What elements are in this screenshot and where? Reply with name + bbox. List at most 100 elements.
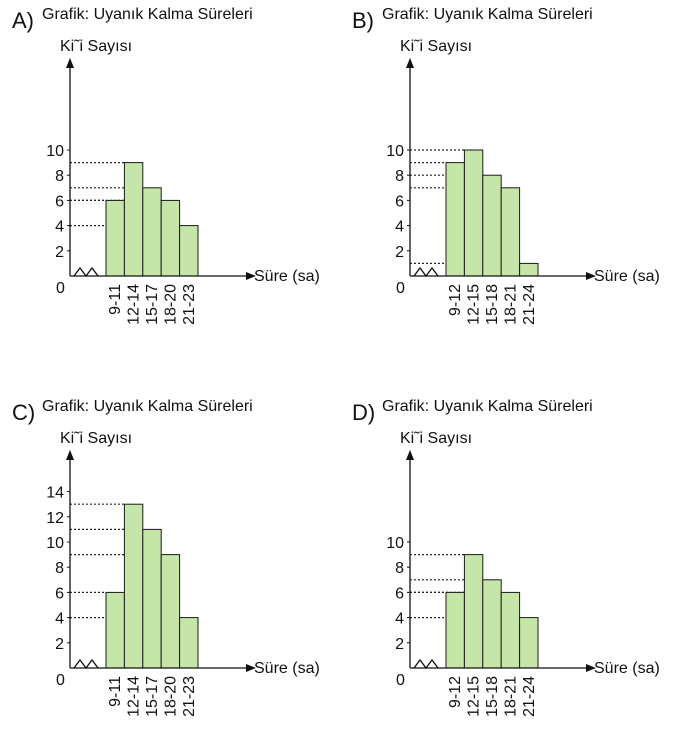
origin-label: 0: [56, 672, 65, 689]
bar: [519, 262, 539, 277]
y-tick-label: 6: [395, 585, 404, 602]
y-tick-label: 6: [395, 193, 404, 210]
bar: [445, 591, 465, 669]
axis-break: [413, 266, 439, 278]
y-tick-label: 4: [55, 219, 64, 236]
x-axis-arrow: [586, 664, 596, 672]
y-tick-label: 2: [395, 244, 404, 261]
chart-plot: 2 4 6 8 10 9-12 12-15 15-18 18-21 21-24: [386, 58, 596, 325]
x-tick-label: 15-17: [144, 676, 161, 717]
x-tick-label: 9-12: [447, 676, 464, 708]
chart-plot: 2 4 6 8 10 9-12 12-15 15-18 18-21 21-24: [386, 450, 596, 717]
bar: [445, 162, 465, 277]
option-label: A): [12, 8, 34, 33]
option-label: C): [12, 400, 36, 425]
bar: [142, 528, 162, 669]
bar: [179, 617, 199, 669]
x-tick-label: 9-11: [107, 676, 124, 707]
y-axis-label: Ki˜i Sayısı: [60, 38, 133, 55]
y-axis-label: Ki˜i Sayısı: [60, 430, 133, 447]
y-tick-label: 10: [386, 143, 404, 160]
chart-title: Grafik: Uyanık Kalma Süreleri: [382, 398, 593, 415]
axis-break: [73, 266, 99, 278]
bar: [500, 187, 521, 277]
bar: [179, 225, 199, 277]
origin-label: 0: [396, 672, 405, 689]
bar: [463, 149, 484, 277]
option-label: D): [352, 400, 376, 425]
x-tick-label: 21-24: [521, 676, 538, 717]
chart-panel-d: D) Grafik: Uyanık Kalma Süreleri Ki˜i Sa…: [340, 392, 680, 752]
bar: [482, 174, 502, 277]
y-tick-label: 14: [46, 485, 64, 502]
bar: [500, 591, 521, 669]
x-tick-label: 21-23: [181, 676, 198, 717]
bar: [142, 187, 162, 277]
x-axis-arrow: [246, 272, 256, 280]
bar: [160, 199, 181, 277]
y-tick-label: 2: [55, 636, 64, 653]
x-axis-label: Süre (sa): [594, 660, 660, 677]
option-label: B): [352, 8, 374, 33]
x-tick-label: 12-14: [126, 284, 143, 325]
bar: [463, 554, 484, 669]
y-tick-label: 6: [55, 585, 64, 602]
x-tick-label: 18-20: [162, 284, 179, 325]
x-axis-label: Süre (sa): [594, 268, 660, 285]
y-tick-label: 10: [386, 535, 404, 552]
x-axis-label: Süre (sa): [254, 660, 320, 677]
x-tick-label: 18-21: [502, 284, 519, 325]
origin-label: 0: [56, 280, 65, 297]
axis-break: [413, 658, 439, 670]
x-tick-label: 12-14: [126, 676, 143, 717]
bar: [123, 162, 144, 277]
chart-plot: 2 4 6 8 10 12 14 9-11 12-14 15-17 18-20 21-23: [46, 450, 256, 717]
y-tick-label: 8: [395, 560, 404, 577]
x-tick-label: 21-23: [181, 284, 198, 325]
chart-panel-c: C) Grafik: Uyanık Kalma Süreleri Ki˜i Sa…: [0, 392, 340, 752]
axis-break: [73, 658, 99, 670]
x-tick-label: 12-15: [466, 284, 483, 325]
y-tick-label: 4: [395, 611, 404, 628]
y-axis-arrow: [406, 58, 414, 68]
y-axis-arrow: [66, 58, 74, 68]
x-axis-arrow: [586, 272, 596, 280]
bar: [519, 617, 539, 669]
chart-panel-b: B) Grafik: Uyanık Kalma Süreleri Ki˜i Sa…: [340, 0, 680, 360]
bar: [160, 554, 181, 669]
chart-panel-a: A) Grafik: Uyanık Kalma Süreleri Ki˜i Sa…: [0, 0, 340, 360]
y-axis-label: Ki˜i Sayısı: [400, 38, 473, 55]
y-tick-label: 8: [395, 168, 404, 185]
origin-label: 0: [396, 280, 405, 297]
y-tick-label: 10: [46, 535, 64, 552]
x-tick-label: 9-11: [107, 284, 124, 315]
y-axis-arrow: [66, 450, 74, 460]
x-tick-label: 15-18: [484, 284, 501, 325]
y-tick-label: 12: [46, 510, 64, 527]
bar: [105, 591, 125, 669]
y-tick-label: 2: [55, 244, 64, 261]
y-axis-arrow: [406, 450, 414, 460]
chart-plot: 2 4 6 8 10 9-11 12-14 15-17 18-20 21-23: [46, 58, 256, 325]
chart-title: Grafik: Uyanık Kalma Süreleri: [42, 6, 253, 23]
x-axis-arrow: [246, 664, 256, 672]
x-tick-label: 18-20: [162, 676, 179, 717]
bar: [482, 579, 502, 669]
chart-title: Grafik: Uyanık Kalma Süreleri: [42, 398, 253, 415]
bar: [123, 503, 144, 669]
y-tick-label: 2: [395, 636, 404, 653]
y-tick-label: 8: [55, 560, 64, 577]
y-tick-label: 6: [55, 193, 64, 210]
bar: [105, 199, 125, 277]
y-axis-label: Ki˜i Sayısı: [400, 430, 473, 447]
x-tick-label: 15-18: [484, 676, 501, 717]
x-tick-label: 12-15: [466, 676, 483, 717]
x-tick-label: 15-17: [144, 284, 161, 325]
x-tick-label: 18-21: [502, 676, 519, 717]
y-tick-label: 8: [55, 168, 64, 185]
x-tick-label: 9-12: [447, 284, 464, 316]
x-tick-label: 21-24: [521, 284, 538, 325]
y-tick-label: 10: [46, 143, 64, 160]
y-tick-label: 4: [55, 611, 64, 628]
x-axis-label: Süre (sa): [254, 268, 320, 285]
